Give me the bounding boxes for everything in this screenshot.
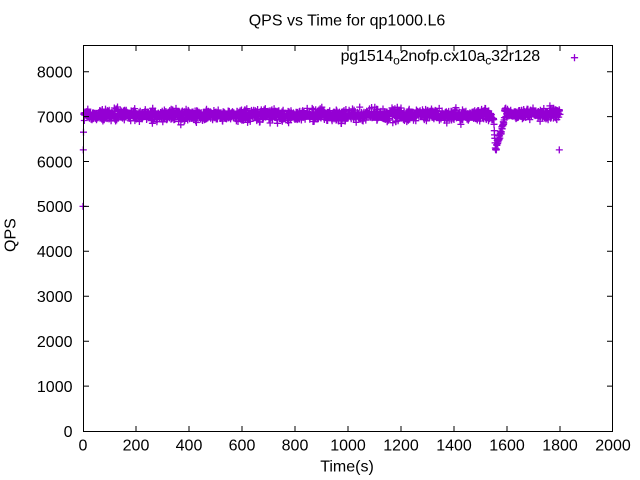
svg-text:0: 0 xyxy=(79,438,88,455)
svg-text:Time(s): Time(s) xyxy=(320,459,374,476)
svg-text:7000: 7000 xyxy=(37,109,73,126)
svg-text:6000: 6000 xyxy=(37,154,73,171)
svg-text:QPS: QPS xyxy=(3,218,20,252)
svg-text:1000: 1000 xyxy=(330,438,366,455)
svg-text:0: 0 xyxy=(64,424,73,441)
svg-text:1000: 1000 xyxy=(37,379,73,396)
svg-text:1200: 1200 xyxy=(383,438,419,455)
svg-text:8000: 8000 xyxy=(37,65,73,82)
svg-text:1600: 1600 xyxy=(489,438,525,455)
svg-text:pg1514o2nofp.cx10ac32r128: pg1514o2nofp.cx10ac32r128 xyxy=(341,48,541,68)
svg-text:400: 400 xyxy=(176,438,203,455)
svg-text:5000: 5000 xyxy=(37,199,73,216)
svg-text:600: 600 xyxy=(229,438,256,455)
svg-text:2000: 2000 xyxy=(37,334,73,351)
svg-text:1400: 1400 xyxy=(436,438,472,455)
svg-text:2000: 2000 xyxy=(595,438,631,455)
svg-text:1800: 1800 xyxy=(542,438,578,455)
svg-text:4000: 4000 xyxy=(37,244,73,261)
svg-text:800: 800 xyxy=(282,438,309,455)
svg-text:200: 200 xyxy=(123,438,150,455)
svg-text:QPS vs Time for qp1000.L6: QPS vs Time for qp1000.L6 xyxy=(249,13,446,30)
svg-text:3000: 3000 xyxy=(37,289,73,306)
